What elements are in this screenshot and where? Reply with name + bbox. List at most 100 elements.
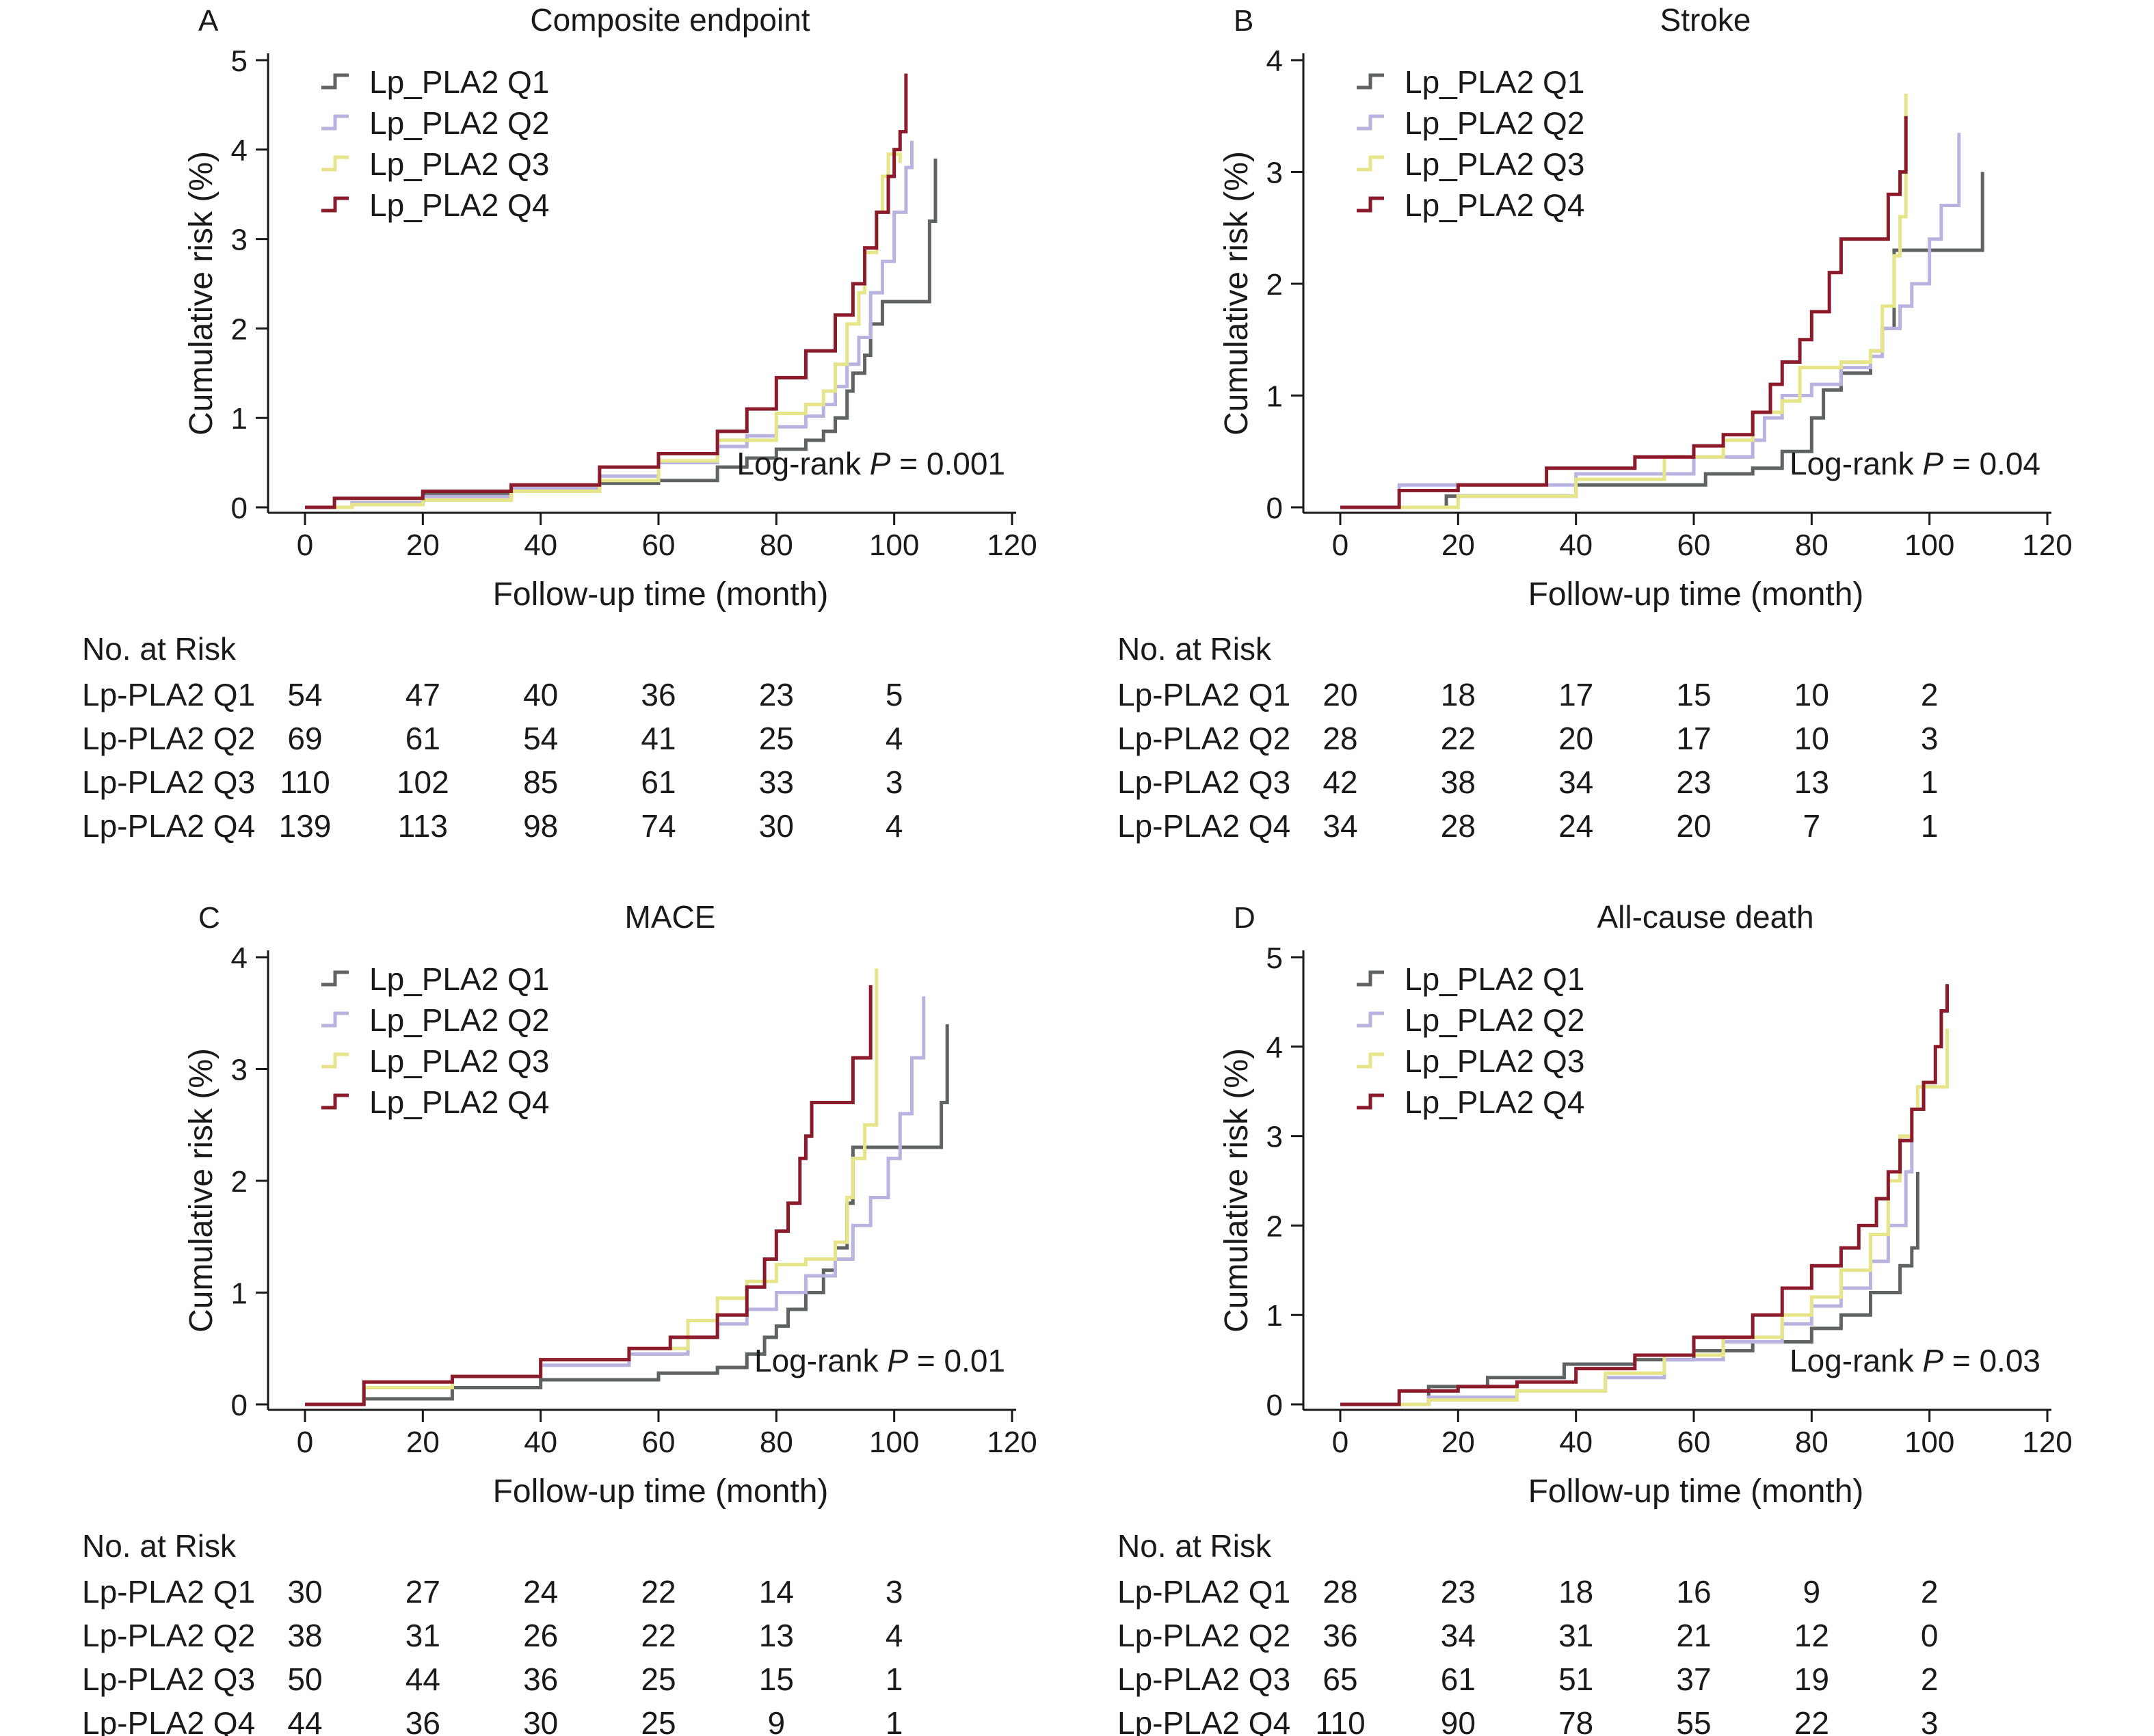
legend-swatch — [321, 196, 349, 213]
x-tick-label: 80 — [1795, 529, 1829, 562]
risk-table-header: No. at Risk — [1117, 1528, 1272, 1564]
risk-value: 0 — [1921, 1618, 1939, 1653]
log-rank-annotation: Log-rank P = 0.001 — [736, 446, 1005, 481]
risk-value: 34 — [1322, 808, 1357, 844]
risk-row-label: Lp-PLA2 Q3 — [82, 1661, 255, 1697]
y-tick-label: 4 — [231, 942, 248, 975]
risk-value: 24 — [1558, 808, 1593, 844]
legend-swatch — [321, 155, 349, 172]
risk-row-label: Lp-PLA2 Q4 — [1117, 808, 1290, 844]
chart-title: MACE — [625, 899, 716, 935]
risk-value: 20 — [1322, 677, 1357, 712]
risk-value: 1 — [1921, 764, 1939, 800]
legend-swatch — [1357, 114, 1384, 131]
risk-value: 26 — [523, 1618, 558, 1653]
risk-value: 25 — [641, 1661, 676, 1697]
legend-label: Lp_PLA2 Q1 — [369, 64, 549, 100]
risk-row-label: Lp-PLA2 Q3 — [1117, 1661, 1290, 1697]
y-tick-label: 5 — [231, 44, 248, 78]
risk-value: 9 — [768, 1705, 786, 1736]
legend-swatch — [1357, 196, 1384, 213]
x-axis-label: Follow-up time (month) — [493, 1473, 829, 1510]
risk-value: 55 — [1676, 1705, 1711, 1736]
panel-letter: A — [198, 4, 219, 38]
risk-value: 17 — [1558, 677, 1593, 712]
x-tick-label: 20 — [406, 1426, 440, 1459]
risk-value: 22 — [641, 1574, 676, 1610]
risk-row-label: Lp-PLA2 Q2 — [1117, 721, 1290, 756]
x-tick-label: 0 — [1332, 529, 1348, 562]
series-line-q4 — [1340, 984, 1950, 1406]
risk-value: 65 — [1322, 1661, 1357, 1697]
log-rank-value: = 0.03 — [1943, 1343, 2040, 1378]
legend-label: Lp_PLA2 Q3 — [369, 1043, 549, 1079]
risk-value: 22 — [1441, 721, 1476, 756]
risk-value: 13 — [1794, 764, 1829, 800]
chart-title: Stroke — [1660, 2, 1751, 38]
x-tick-label: 120 — [987, 1426, 1037, 1459]
chart-title: All-cause death — [1597, 899, 1813, 935]
risk-value: 18 — [1441, 677, 1476, 712]
x-tick-label: 60 — [642, 529, 676, 562]
risk-table-header: No. at Risk — [1117, 631, 1272, 667]
y-tick-label: 0 — [1266, 492, 1283, 525]
y-tick-label: 4 — [1266, 44, 1283, 78]
risk-value: 1 — [886, 1705, 903, 1736]
y-tick-label: 1 — [1266, 380, 1283, 414]
risk-value: 22 — [641, 1618, 676, 1653]
x-tick-label: 80 — [760, 1426, 793, 1459]
risk-value: 61 — [1441, 1661, 1476, 1697]
risk-value: 31 — [1558, 1618, 1593, 1653]
risk-row-label: Lp-PLA2 Q3 — [1117, 764, 1290, 800]
risk-value: 41 — [641, 721, 676, 756]
series-line-q4 — [305, 73, 908, 509]
log-rank-annotation: Log-rank P = 0.01 — [754, 1343, 1005, 1378]
risk-value: 12 — [1794, 1618, 1829, 1653]
risk-value: 47 — [405, 677, 440, 712]
risk-value: 25 — [641, 1705, 676, 1736]
risk-value: 44 — [405, 1661, 440, 1697]
y-tick-label: 3 — [231, 224, 248, 257]
risk-row-label: Lp-PLA2 Q1 — [82, 1574, 255, 1610]
risk-value: 1 — [886, 1661, 903, 1697]
risk-value: 3 — [1921, 1705, 1939, 1736]
risk-value: 102 — [397, 764, 449, 800]
legend-label: Lp_PLA2 Q4 — [369, 187, 549, 223]
risk-value: 85 — [523, 764, 558, 800]
y-tick-label: 0 — [1266, 1389, 1283, 1422]
panel-letter: C — [198, 901, 220, 935]
x-tick-label: 100 — [1904, 1426, 1954, 1459]
risk-value: 36 — [523, 1661, 558, 1697]
log-rank-stat: P — [870, 446, 891, 481]
x-axis-label: Follow-up time (month) — [1528, 1473, 1864, 1510]
risk-value: 2 — [1921, 1661, 1939, 1697]
x-tick-label: 20 — [406, 529, 440, 562]
risk-value: 54 — [287, 677, 322, 712]
legend-swatch — [321, 1093, 349, 1110]
risk-value: 90 — [1441, 1705, 1476, 1736]
log-rank-label: Log-rank — [736, 446, 869, 481]
legend-label: Lp_PLA2 Q2 — [369, 105, 549, 141]
y-tick-label: 4 — [1266, 1031, 1283, 1065]
risk-value: 74 — [641, 808, 676, 844]
risk-value: 78 — [1558, 1705, 1593, 1736]
log-rank-label: Log-rank — [1790, 446, 1922, 481]
x-tick-label: 0 — [1332, 1426, 1348, 1459]
x-tick-label: 100 — [869, 529, 919, 562]
x-tick-label: 40 — [524, 1426, 557, 1459]
risk-value: 42 — [1322, 764, 1357, 800]
legend-swatch — [321, 73, 349, 90]
risk-value: 17 — [1676, 721, 1711, 756]
risk-value: 4 — [886, 721, 903, 756]
risk-value: 3 — [886, 764, 903, 800]
log-rank-value: = 0.01 — [908, 1343, 1005, 1378]
x-tick-label: 40 — [1559, 1426, 1593, 1459]
risk-value: 110 — [280, 764, 330, 800]
risk-value: 4 — [886, 808, 903, 844]
risk-value: 4 — [886, 1618, 903, 1653]
y-tick-label: 1 — [231, 402, 248, 436]
risk-value: 13 — [759, 1618, 794, 1653]
risk-value: 18 — [1558, 1574, 1593, 1610]
